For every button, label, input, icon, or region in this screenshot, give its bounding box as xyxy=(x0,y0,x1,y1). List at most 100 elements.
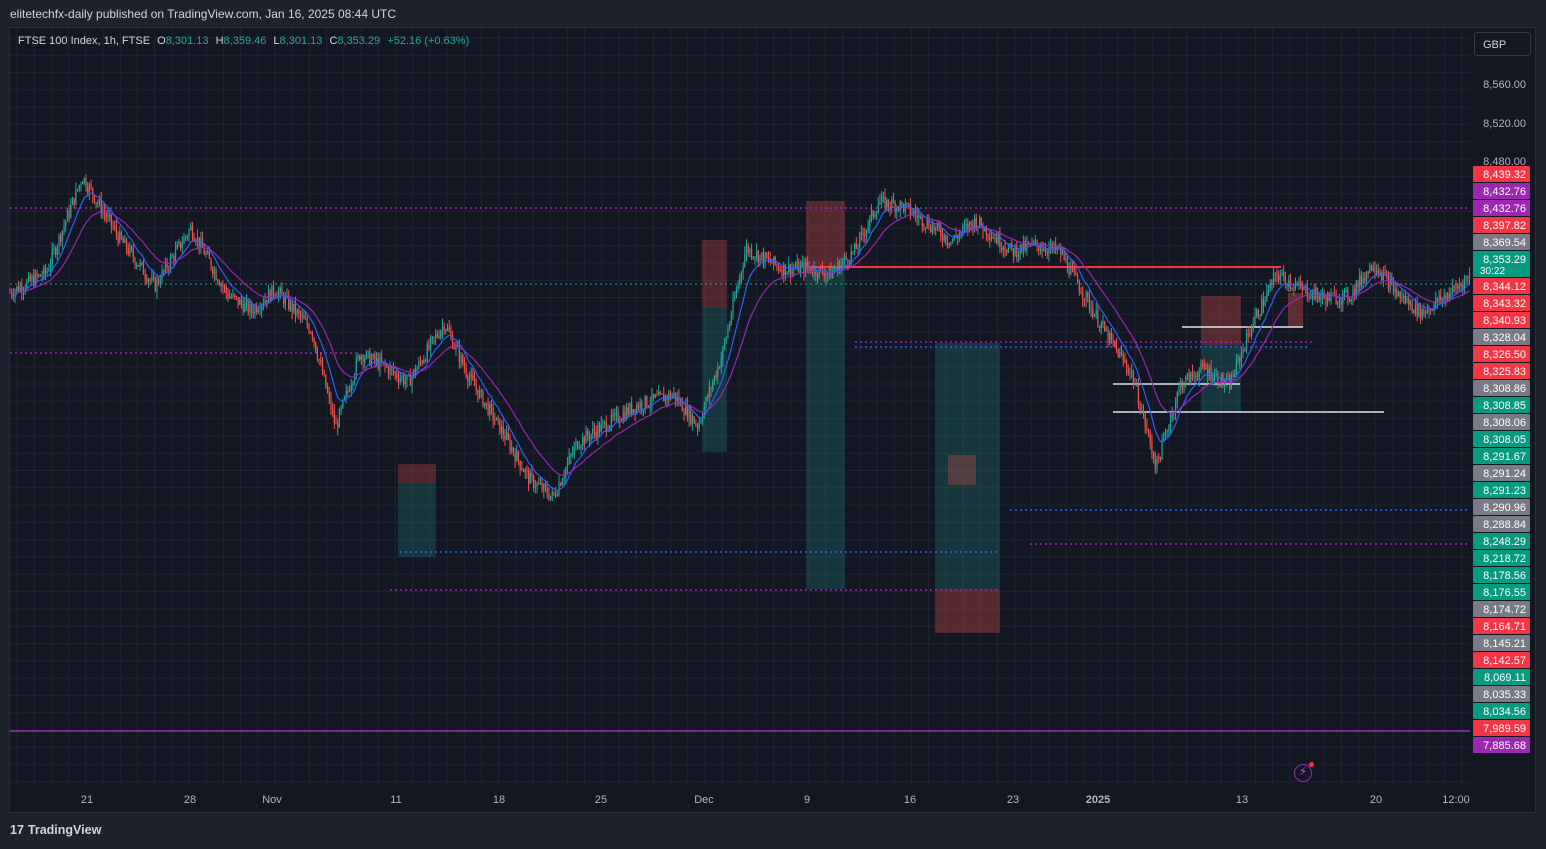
price-label-text: 8,069.11 xyxy=(1484,672,1526,684)
price-label-box xyxy=(1473,465,1530,481)
candle-body xyxy=(916,214,918,219)
candle-body xyxy=(1299,282,1302,287)
zone-box[interactable] xyxy=(702,240,727,308)
candle-body xyxy=(257,310,259,312)
candle-body xyxy=(1213,374,1216,380)
moving-average-line[interactable] xyxy=(9,192,1470,492)
price-label-box xyxy=(1473,217,1530,233)
candle-body xyxy=(387,366,389,375)
candle-body xyxy=(806,262,808,268)
alert-bolt-icon[interactable]: ⚡ xyxy=(1294,762,1314,782)
zone-box[interactable] xyxy=(948,455,976,485)
candle-body xyxy=(1082,293,1084,299)
zone-box[interactable] xyxy=(1288,293,1303,327)
candle-body xyxy=(1011,243,1013,249)
candle-body xyxy=(707,397,709,399)
candle-body xyxy=(1281,271,1283,276)
brand-name: TradingView xyxy=(27,823,102,837)
candle-body xyxy=(141,262,143,264)
zone-box[interactable] xyxy=(398,464,436,483)
zone-box[interactable] xyxy=(1201,296,1241,345)
candle-body xyxy=(1381,273,1383,281)
candle-body xyxy=(600,423,602,433)
candle-body xyxy=(284,296,286,304)
candle-body xyxy=(367,351,369,353)
candle-body xyxy=(1245,333,1248,351)
candle-body xyxy=(1029,243,1031,246)
candle-body xyxy=(685,404,687,415)
candle-body xyxy=(588,436,591,440)
candle-body xyxy=(882,195,884,197)
candle-body xyxy=(38,274,40,277)
candle-body xyxy=(1212,379,1214,381)
symbol-legend: FTSE 100 Index, 1h, FTSE O8,301.13 H8,35… xyxy=(18,35,469,47)
candle-body xyxy=(946,242,949,244)
candle-body xyxy=(1168,428,1170,432)
candle-body xyxy=(754,257,756,259)
candle-body xyxy=(879,201,881,205)
candle-body xyxy=(1413,310,1415,313)
candle-body xyxy=(718,367,721,369)
candle-body xyxy=(338,409,341,428)
candle-body xyxy=(1077,274,1079,283)
candle-body xyxy=(1220,374,1222,387)
candle-body xyxy=(490,404,493,409)
price-label-box xyxy=(1473,720,1530,736)
price-label-text: 8,397.82 xyxy=(1483,220,1526,232)
candle-body xyxy=(105,214,107,218)
price-label-text: 8,174.72 xyxy=(1483,604,1526,616)
candle-body xyxy=(266,299,268,303)
candle-body xyxy=(1022,241,1025,252)
candle-body xyxy=(789,264,792,275)
candle-body xyxy=(698,422,700,429)
candle-body xyxy=(55,248,57,255)
candle-body xyxy=(1180,381,1182,387)
candle-body xyxy=(1279,275,1281,280)
candle-body xyxy=(1164,432,1167,438)
candle-body xyxy=(852,251,854,253)
candle-body xyxy=(820,266,822,268)
candle-body xyxy=(88,184,90,193)
currency-button[interactable]: GBP xyxy=(1474,32,1531,56)
candle-body xyxy=(468,378,471,382)
candle-body xyxy=(1100,323,1102,328)
candle-body xyxy=(207,251,209,254)
candle-body xyxy=(963,225,966,227)
zone-box[interactable] xyxy=(935,343,1000,589)
candle-body xyxy=(1418,303,1420,316)
candle-body xyxy=(950,241,952,245)
zone-box[interactable] xyxy=(806,267,845,589)
candle-body xyxy=(556,494,558,496)
candle-body xyxy=(281,288,283,295)
candle-body xyxy=(93,195,96,203)
candle-body xyxy=(325,374,327,388)
candle-body xyxy=(740,271,743,276)
moving-average-line[interactable] xyxy=(9,211,1470,476)
price-label-box xyxy=(1473,669,1530,685)
candle-body xyxy=(504,435,506,440)
x-axis-tick-label: Nov xyxy=(262,794,282,806)
zone-box[interactable] xyxy=(935,589,1000,633)
candle-body xyxy=(430,338,432,349)
x-axis-tick-label: 18 xyxy=(493,794,505,806)
candle-body xyxy=(653,393,655,398)
chart-frame[interactable] xyxy=(9,27,1536,813)
candle-body xyxy=(845,256,847,260)
candle-body xyxy=(445,329,447,331)
candle-body xyxy=(1426,311,1428,313)
x-axis-tick-label: 28 xyxy=(184,794,196,806)
candle-body xyxy=(479,390,481,398)
symbol-name[interactable]: FTSE 100 Index, 1h, FTSE xyxy=(18,35,151,47)
candle-body xyxy=(593,428,596,433)
zone-box[interactable] xyxy=(806,201,845,267)
candle-body xyxy=(875,212,878,215)
candle-body xyxy=(786,272,788,275)
candle-body xyxy=(548,494,550,500)
candle-body xyxy=(752,257,754,259)
candle-body xyxy=(1409,300,1411,305)
candle-body xyxy=(605,421,607,432)
candle-body xyxy=(1357,282,1359,288)
zone-box[interactable] xyxy=(398,483,436,557)
candle-body xyxy=(502,426,504,436)
